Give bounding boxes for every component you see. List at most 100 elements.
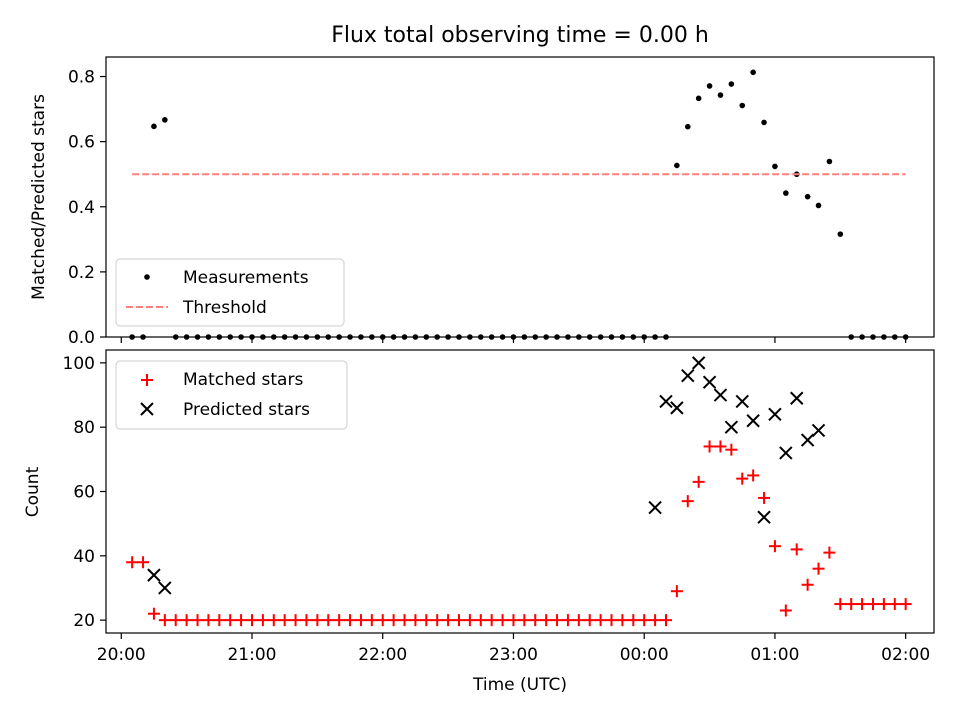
matched-star-point — [267, 614, 280, 627]
x-axis-label: Time (UTC) — [472, 675, 567, 695]
legend-box — [115, 360, 348, 430]
measurement-point — [652, 334, 658, 340]
count-panel-legend: Matched stars Predicted stars — [115, 360, 348, 430]
ratio-panel-ylabel: Matched/Predicted stars — [29, 94, 49, 300]
legend-box — [115, 258, 345, 327]
matched-star-point — [790, 543, 803, 556]
y-tick-label: 0.4 — [68, 198, 95, 218]
legend-measurements-marker — [144, 274, 150, 280]
matched-star-point — [158, 614, 171, 627]
predicted-star-point — [158, 581, 172, 595]
count-panel-ticks: 20 40 60 80 100 — [63, 354, 907, 639]
ratio-panel: 0.00.20.40.60.8 Matched/Predicted stars … — [29, 56, 935, 348]
matched-star-point — [572, 614, 585, 627]
matched-star-point — [899, 598, 912, 611]
measurement-point — [837, 231, 844, 237]
measurement-point — [434, 334, 441, 340]
measurement-point — [347, 334, 353, 340]
matched-star-point — [344, 614, 357, 627]
matched-star-point — [474, 614, 487, 627]
matched-star-point — [659, 614, 672, 627]
x-tick-label: 23:00 — [489, 645, 538, 665]
predicted-star-point — [811, 423, 826, 438]
matched-star-point — [561, 614, 574, 627]
measurement-point — [151, 123, 157, 130]
matched-star-point — [333, 614, 346, 627]
matched-star-point — [365, 614, 378, 627]
measurement-point — [162, 117, 168, 123]
matched-star-point — [888, 598, 901, 611]
matched-star-point — [692, 475, 705, 488]
measurement-point — [456, 334, 462, 340]
matched-star-point — [518, 614, 531, 627]
matched-star-point — [300, 614, 313, 627]
measurement-point — [249, 334, 255, 340]
predicted-star-point — [735, 394, 749, 409]
measurement-point — [815, 202, 822, 209]
measurement-point — [761, 119, 767, 126]
matched-star-point — [594, 614, 607, 627]
measurement-point — [870, 334, 876, 340]
measurement-point — [554, 334, 560, 340]
legend-measurements-label: Measurements — [183, 268, 309, 288]
x-tick-label: 02:00 — [881, 645, 930, 665]
measurement-point — [488, 334, 495, 340]
predicted-star-point — [702, 375, 717, 389]
matched-star-point — [431, 614, 444, 627]
measurement-point — [619, 334, 626, 340]
matched-star-point — [354, 614, 367, 627]
y-tick-label: 60 — [73, 483, 95, 503]
matched-star-point — [485, 614, 498, 627]
matched-star-point — [224, 614, 237, 627]
measurement-point — [630, 334, 637, 340]
matched-star-point — [703, 440, 716, 453]
matched-star-point — [202, 614, 215, 627]
predicted-star-point — [746, 414, 760, 428]
measurement-point — [510, 334, 517, 340]
y-tick-label: 40 — [73, 547, 95, 567]
measurement-point — [532, 334, 539, 340]
measurement-point — [205, 334, 212, 340]
measurement-point — [848, 334, 854, 340]
legend-threshold-label: Threshold — [182, 298, 267, 318]
measurement-point — [325, 334, 332, 340]
measurement-point — [336, 334, 342, 340]
measurement-point — [445, 334, 451, 340]
measurement-point — [140, 334, 146, 340]
measurement-point — [859, 334, 865, 340]
x-tick-label: 20:00 — [97, 645, 146, 665]
matched-star-point — [877, 598, 890, 611]
matched-star-point — [823, 546, 836, 559]
y-tick-label: 0.2 — [68, 263, 95, 283]
matched-star-point — [256, 614, 269, 627]
measurement-point — [270, 334, 277, 340]
matched-star-point — [529, 614, 542, 627]
matched-star-point — [507, 614, 520, 627]
ratio-panel-ticks: 0.0 0.2 0.4 0.6 0.8 — [68, 68, 907, 348]
y-tick-label: 80 — [73, 418, 95, 438]
matched-star-point — [409, 614, 422, 627]
matched-star-point — [137, 556, 150, 569]
measurement-point — [804, 193, 811, 200]
legend-predicted-marker — [140, 402, 154, 416]
measurement-point — [597, 334, 604, 340]
measurement-point — [674, 162, 680, 169]
matched-star-point — [834, 598, 847, 611]
matched-star-point — [649, 614, 662, 627]
measurement-point — [684, 123, 691, 130]
x-tick-label: 21:00 — [227, 645, 276, 665]
matched-star-point — [812, 562, 825, 575]
count-panel: 20 40 60 80 100 Count Matched stars Predicte… — [23, 349, 935, 639]
matched-star-point — [583, 614, 596, 627]
matched-star-point — [387, 614, 400, 627]
y-tick-label: 20 — [73, 611, 95, 631]
predicted-star-point — [648, 500, 662, 515]
y-tick-label: 0.6 — [68, 133, 95, 153]
legend-matched-marker — [141, 374, 153, 386]
predicted-star-point — [681, 369, 695, 383]
measurement-point — [739, 102, 746, 109]
predicted-star-point — [659, 394, 673, 409]
measurement-point — [369, 334, 375, 340]
time-axis: 20:00 21:00 22:00 23:00 00:00 01:00 02:00 — [97, 645, 930, 665]
